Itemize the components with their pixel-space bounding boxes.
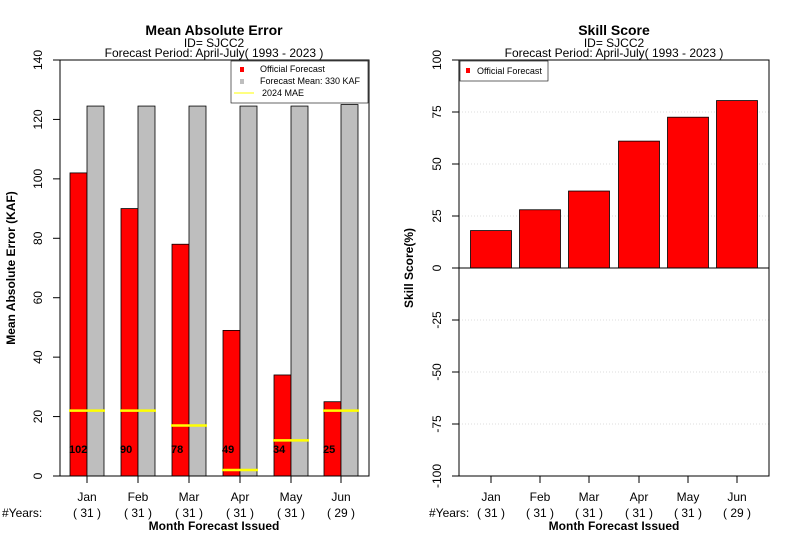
mae-legend-current: 2024 MAE	[262, 88, 304, 98]
mae-data-label-may: 34	[273, 444, 286, 456]
mae-bar-official-jun	[323, 401, 342, 477]
ss-legend-key-official	[466, 68, 470, 73]
mae-years-apr: ( 31 )	[226, 506, 254, 520]
mae-subtitle-period: Forecast Period: April-July( 1993 - 2023…	[105, 46, 324, 60]
mae-y-tick-label-100: 100	[31, 169, 45, 189]
mae-plot-frame	[59, 59, 370, 477]
mae-x-tick-label-jan: Jan	[77, 490, 96, 504]
mae-y-tick-label-60: 60	[31, 291, 45, 305]
mae-subtitle-id: ID= SJCC2	[184, 36, 245, 50]
mae-x-tick-label-apr: Apr	[231, 490, 250, 504]
ss-legend: Official Forecast	[459, 60, 549, 82]
ss-years-label: #Years:	[429, 506, 469, 520]
mae-x-axis-label: Month Forecast Issued	[149, 519, 280, 533]
ss-x-tick-label-mar: Mar	[579, 490, 600, 504]
mae-x-tick-label-feb: Feb	[128, 490, 149, 504]
mae-bar-mean-jun	[340, 104, 359, 477]
mae-bar-official-jan	[69, 172, 88, 477]
mae-years-label: #Years:	[2, 506, 42, 520]
ss-years-jun: ( 29 )	[723, 506, 751, 520]
ss-bar-may	[667, 116, 709, 269]
ss-bar-apr	[618, 140, 660, 269]
mae-bar-mean-jan	[86, 105, 105, 477]
mae-data-label-feb: 90	[120, 444, 132, 456]
mae-data-label-mar: 78	[171, 444, 183, 456]
mae-years-mar: ( 31 )	[175, 506, 203, 520]
ss-bar-jun	[716, 100, 758, 269]
mae-y-tick-label-120: 120	[31, 109, 45, 129]
skill-score-chart: Skill Score ID= SJCC2 Forecast Period: A…	[402, 22, 770, 533]
mae-legend: Official Forecast Forecast Mean: 330 KAF…	[230, 60, 369, 104]
ss-y-tick-label-0: 0	[430, 264, 444, 271]
ss-years-may: ( 31 )	[674, 506, 702, 520]
mae-x-tick-label-may: May	[280, 490, 303, 504]
mae-years-jun: ( 29 )	[327, 506, 355, 520]
ss-x-tick-label-feb: Feb	[530, 490, 551, 504]
mae-bar-official-mar	[171, 243, 190, 477]
mae-bar-mean-feb	[137, 105, 156, 477]
mae-bar-official-may	[273, 374, 292, 477]
ss-x-tick-label-jan: Jan	[481, 490, 500, 504]
ss-x-tick-label-apr: Apr	[630, 490, 649, 504]
ss-x-axis-label: Month Forecast Issued	[549, 519, 680, 533]
mae-y-tick-label-20: 20	[31, 410, 45, 424]
ss-years-feb: ( 31 )	[526, 506, 554, 520]
mae-legend-key-mean	[240, 79, 244, 84]
mae-y-tick-label-80: 80	[31, 231, 45, 245]
ss-x-tick-label-may: May	[677, 490, 700, 504]
ss-years-mar: ( 31 )	[575, 506, 603, 520]
ss-years-apr: ( 31 )	[625, 506, 653, 520]
ss-bar-mar	[568, 190, 610, 269]
mae-y-tick-label-0: 0	[31, 472, 45, 479]
ss-x-tick-label-jun: Jun	[727, 490, 746, 504]
mae-bar-mean-mar	[188, 105, 207, 477]
mae-years-feb: ( 31 )	[124, 506, 152, 520]
mae-x-tick-label-jun: Jun	[331, 490, 350, 504]
ss-subtitle-period: Forecast Period: April-July( 1993 - 2023…	[505, 46, 724, 60]
mae-years-jan: ( 31 )	[73, 506, 101, 520]
mae-data-label-jan: 102	[69, 444, 87, 456]
ss-y-tick-label--25: -25	[430, 311, 444, 329]
mae-bar-mean-apr	[239, 105, 258, 477]
mae-x-tick-label-mar: Mar	[179, 490, 200, 504]
mae-legend-mean: Forecast Mean: 330 KAF	[260, 76, 361, 86]
ss-y-tick-label-75: 75	[430, 105, 444, 119]
mae-legend-key-official	[240, 67, 244, 72]
ss-y-tick-label-25: 25	[430, 209, 444, 223]
ss-years-jan: ( 31 )	[477, 506, 505, 520]
ss-bar-jan	[470, 230, 512, 269]
ss-y-axis-label: Skill Score(%)	[402, 228, 416, 308]
mae-title: Mean Absolute Error	[145, 22, 283, 38]
ss-y-tick-label-50: 50	[430, 157, 444, 171]
mae-chart: Mean Absolute Error ID= SJCC2 Forecast P…	[2, 22, 370, 533]
ss-subtitle-id: ID= SJCC2	[584, 36, 645, 50]
mae-legend-official: Official Forecast	[260, 64, 325, 74]
ss-bar-feb	[519, 209, 561, 269]
ss-y-tick-label--75: -75	[430, 415, 444, 433]
mae-y-axis-label: Mean Absolute Error (KAF)	[4, 191, 18, 345]
mae-data-label-jun: 25	[323, 444, 335, 456]
ss-y-tick-label--100: -100	[430, 464, 444, 488]
mae-years-may: ( 31 )	[277, 506, 305, 520]
ss-y-tick-label--50: -50	[430, 363, 444, 381]
mae-bar-mean-may	[290, 105, 309, 477]
mae-bar-official-feb	[120, 208, 139, 477]
mae-y-tick-label-40: 40	[31, 350, 45, 364]
ss-title: Skill Score	[578, 22, 650, 38]
mae-y-tick-label-140: 140	[31, 50, 45, 70]
ss-y-tick-label-100: 100	[430, 50, 444, 70]
mae-data-label-apr: 49	[222, 444, 234, 456]
ss-legend-official: Official Forecast	[477, 66, 542, 76]
